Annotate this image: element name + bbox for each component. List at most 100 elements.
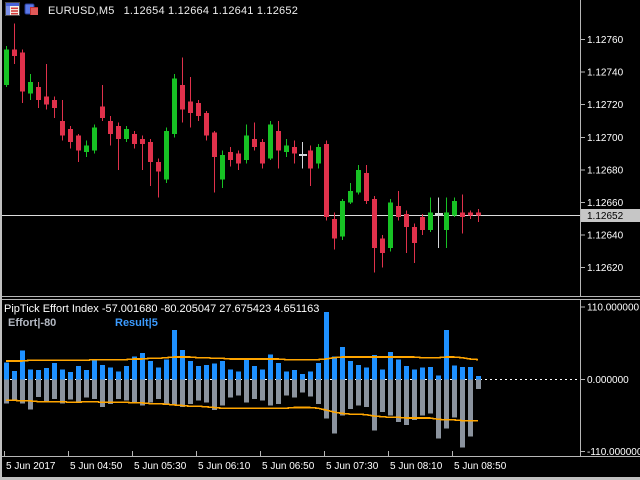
result-bar — [276, 362, 281, 380]
effort-bar — [364, 379, 369, 407]
result-bar — [116, 371, 121, 380]
candle-body — [148, 142, 153, 162]
result-bar — [380, 369, 385, 380]
result-bar — [108, 367, 113, 380]
candle-body — [220, 155, 225, 180]
result-bar — [292, 370, 297, 380]
result-bar — [444, 330, 449, 380]
result-bar — [220, 360, 225, 380]
effort-bar — [108, 379, 113, 405]
result-bar — [148, 360, 153, 380]
effort-bar — [324, 379, 329, 419]
effort-bar — [404, 379, 409, 426]
candle-body — [388, 202, 393, 249]
effort-bar — [452, 379, 457, 418]
candle-body — [92, 127, 97, 151]
window-bottom-border — [0, 477, 640, 480]
main-chart-canvas[interactable]: 1.12760 1.12740 1.12720 1.12700 1.12680 1.126… — [0, 0, 640, 296]
result-bar — [236, 371, 241, 380]
candle-body — [316, 147, 321, 164]
candle-body — [452, 200, 457, 216]
time-tick-label: 5 Jun 08:10 — [390, 461, 443, 472]
result-bar — [44, 368, 49, 380]
candle-body — [76, 135, 81, 151]
candle-body — [244, 135, 249, 161]
effort-bar — [4, 379, 9, 404]
effort-bar — [372, 379, 377, 431]
result-bar — [452, 365, 457, 380]
result-bar — [20, 350, 25, 380]
effort-bar — [140, 379, 145, 406]
effort-bar — [60, 379, 65, 404]
candle-body — [236, 153, 241, 164]
result-bar — [84, 370, 89, 380]
indicator-pane-canvas[interactable]: 110.000000 0.000000 -110.000000 — [0, 300, 640, 456]
price-tick-label: 1.12720 — [587, 100, 624, 111]
candle-body — [276, 130, 281, 151]
effort-bar — [236, 379, 241, 396]
pane-separator[interactable] — [0, 296, 640, 300]
chart-title-bar: EURUSD,M5 1.12654 1.12664 1.12641 1.1265… — [5, 1, 299, 19]
effort-bar — [468, 379, 473, 437]
effort-bar — [44, 379, 49, 401]
candle-body — [348, 191, 353, 203]
result-bar — [260, 369, 265, 380]
result-bar — [140, 353, 145, 380]
candle-body — [212, 132, 217, 157]
time-tick — [4, 451, 5, 457]
candle-body — [404, 213, 409, 227]
price-tick-label: 1.12660 — [587, 198, 624, 209]
candle-body — [36, 86, 41, 100]
time-tick — [260, 451, 261, 457]
effort-bar — [268, 379, 273, 406]
result-bar — [52, 362, 57, 380]
effort-bar — [172, 379, 177, 406]
result-bar — [228, 369, 233, 380]
result-bar — [396, 359, 401, 380]
candle-body — [380, 238, 385, 254]
effort-bar — [52, 379, 57, 399]
candle-body — [4, 49, 9, 86]
candle-body — [68, 129, 73, 143]
candle-doji-body — [435, 212, 443, 215]
effort-bar — [244, 379, 249, 403]
time-tick-label: 5 Jun 06:50 — [262, 461, 315, 472]
candle-body — [100, 106, 105, 118]
result-bar — [132, 356, 137, 380]
result-bar — [348, 360, 353, 380]
result-bar — [68, 372, 73, 380]
effort-bar — [444, 379, 449, 429]
result-bar — [268, 354, 273, 380]
candle-body — [28, 81, 33, 94]
effort-bar — [388, 379, 393, 416]
result-bar — [468, 366, 473, 380]
symbol-period-label: EURUSD,M5 — [48, 5, 115, 17]
result-bar — [172, 330, 177, 380]
price-tick-label: 1.12760 — [587, 35, 624, 46]
result-bar — [420, 367, 425, 380]
candle-body — [340, 200, 345, 237]
result-bar — [340, 347, 345, 380]
effort-bar — [12, 379, 17, 401]
result-bar — [12, 370, 17, 380]
candle-body — [460, 212, 465, 218]
effort-bar — [92, 379, 97, 399]
time-tick-label: 5 Jun 05:30 — [134, 461, 187, 472]
candle-body — [60, 121, 65, 136]
effort-bar — [460, 379, 465, 448]
candle-body — [476, 212, 481, 216]
effort-bar — [300, 379, 305, 393]
candle-body — [468, 212, 473, 216]
candle-body — [108, 121, 113, 135]
candle-body — [332, 218, 337, 239]
ohlc-quote-label: 1.12654 1.12664 1.12641 1.12652 — [123, 5, 299, 17]
effort-bar — [212, 379, 217, 411]
time-axis[interactable]: 5 Jun 2017 5 Jun 04:50 5 Jun 05:30 5 Jun 06… — [0, 451, 640, 477]
effort-bar — [276, 379, 281, 405]
effort-bar — [196, 379, 201, 401]
candle-body — [84, 145, 89, 152]
price-tick-label: 1.12620 — [587, 263, 624, 274]
time-tick-label: 5 Jun 06:10 — [198, 461, 251, 472]
result-bar — [188, 360, 193, 380]
effort-bar — [332, 379, 337, 434]
